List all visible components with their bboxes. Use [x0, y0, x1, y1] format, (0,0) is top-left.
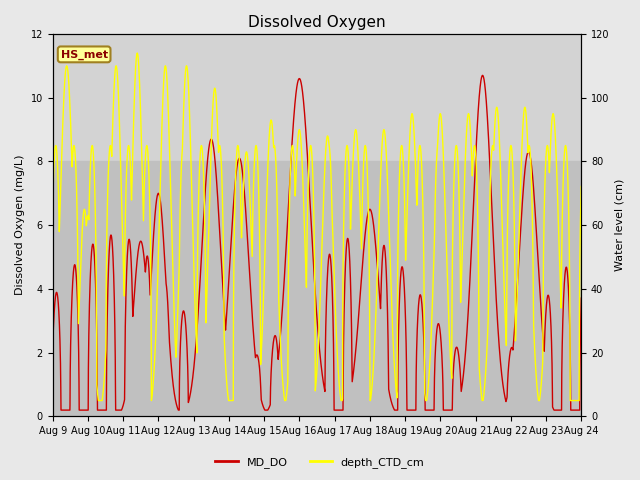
Text: HS_met: HS_met [61, 49, 108, 60]
Bar [52, 161, 581, 417]
Title: Dissolved Oxygen: Dissolved Oxygen [248, 15, 386, 30]
Y-axis label: Dissolved Oxygen (mg/L): Dissolved Oxygen (mg/L) [15, 155, 25, 296]
Y-axis label: Water level (cm): Water level (cm) [615, 179, 625, 271]
Legend: MD_DO, depth_CTD_cm: MD_DO, depth_CTD_cm [211, 452, 429, 472]
